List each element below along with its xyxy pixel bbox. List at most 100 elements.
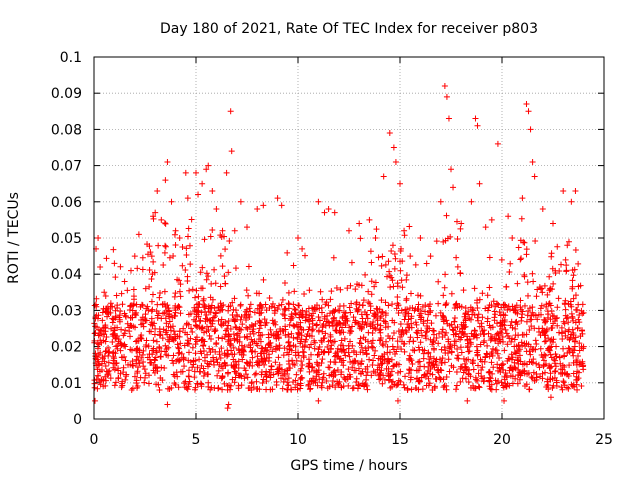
data-point [149,291,156,298]
data-point [409,346,416,353]
data-point [227,108,234,115]
data-point [331,314,338,321]
data-point [199,264,206,271]
data-point [120,364,127,371]
data-point [492,303,499,310]
data-point [280,352,287,359]
data-point [251,338,258,345]
data-point [515,360,522,367]
data-point [215,367,222,374]
data-point [157,353,164,360]
data-point [563,262,570,269]
data-point [556,354,563,361]
data-point [176,288,183,295]
data-point [172,290,179,297]
data-point [237,372,244,379]
data-point [571,338,578,345]
data-point [478,367,485,374]
data-point [484,307,491,314]
data-point [198,309,205,316]
data-point [225,318,232,325]
data-point [273,343,280,350]
data-point [224,326,231,333]
data-point [216,348,223,355]
data-point [169,336,176,343]
data-point [315,198,322,205]
chart-title: Day 180 of 2021, Rate Of TEC Index for r… [160,21,538,37]
data-point [346,324,353,331]
data-point [254,206,261,213]
data-point [389,317,396,324]
data-point [442,301,449,308]
data-point [142,311,149,318]
data-point [547,316,554,323]
data-point [262,371,269,378]
data-point [417,235,424,241]
data-point [184,195,191,202]
data-point [420,320,427,327]
data-point [376,371,383,378]
data-point [321,313,328,320]
data-point [553,353,560,360]
data-point [169,323,176,330]
data-point [523,101,530,108]
data-point [122,312,129,319]
data-point [551,368,558,375]
data-point [175,384,182,391]
data-point [184,273,191,280]
data-point [475,311,482,318]
data-point [392,350,399,357]
data-point [512,365,519,372]
data-point [493,331,500,338]
data-point [197,317,204,324]
data-point [433,238,440,245]
data-point [208,280,215,287]
data-point [125,361,132,368]
data-point [332,371,339,378]
data-point [366,216,373,223]
data-point [185,225,192,232]
data-point [454,345,461,352]
data-point [323,299,330,306]
data-point [521,383,528,390]
data-point [150,213,157,220]
data-point [268,331,275,338]
data-point [263,368,270,375]
data-point [560,345,567,352]
data-point [516,376,523,383]
data-point [430,337,437,344]
data-point [285,375,292,382]
data-point [380,372,387,379]
data-point [399,326,406,333]
data-point [484,342,491,349]
data-point [246,305,253,312]
data-point [209,320,216,327]
data-point [519,368,526,375]
data-point [315,313,322,320]
data-point [509,235,516,241]
data-point [187,310,194,317]
data-point [95,235,102,241]
data-point [431,385,438,392]
data-point [247,301,254,308]
data-point [255,329,262,336]
data-point [541,316,548,323]
data-point [333,284,340,291]
data-point [311,345,318,352]
data-point [399,284,406,291]
data-point [319,328,326,335]
data-point [162,220,169,227]
data-point [284,249,291,256]
data-point [302,252,309,259]
scatter-points [91,82,587,412]
data-point [457,270,464,277]
data-point [176,328,183,335]
data-point [537,305,544,312]
data-point [194,380,201,387]
data-point [572,187,579,194]
data-point [152,363,159,370]
data-point [381,357,388,364]
data-point [479,364,486,371]
data-point [94,385,101,392]
data-point [130,302,137,309]
